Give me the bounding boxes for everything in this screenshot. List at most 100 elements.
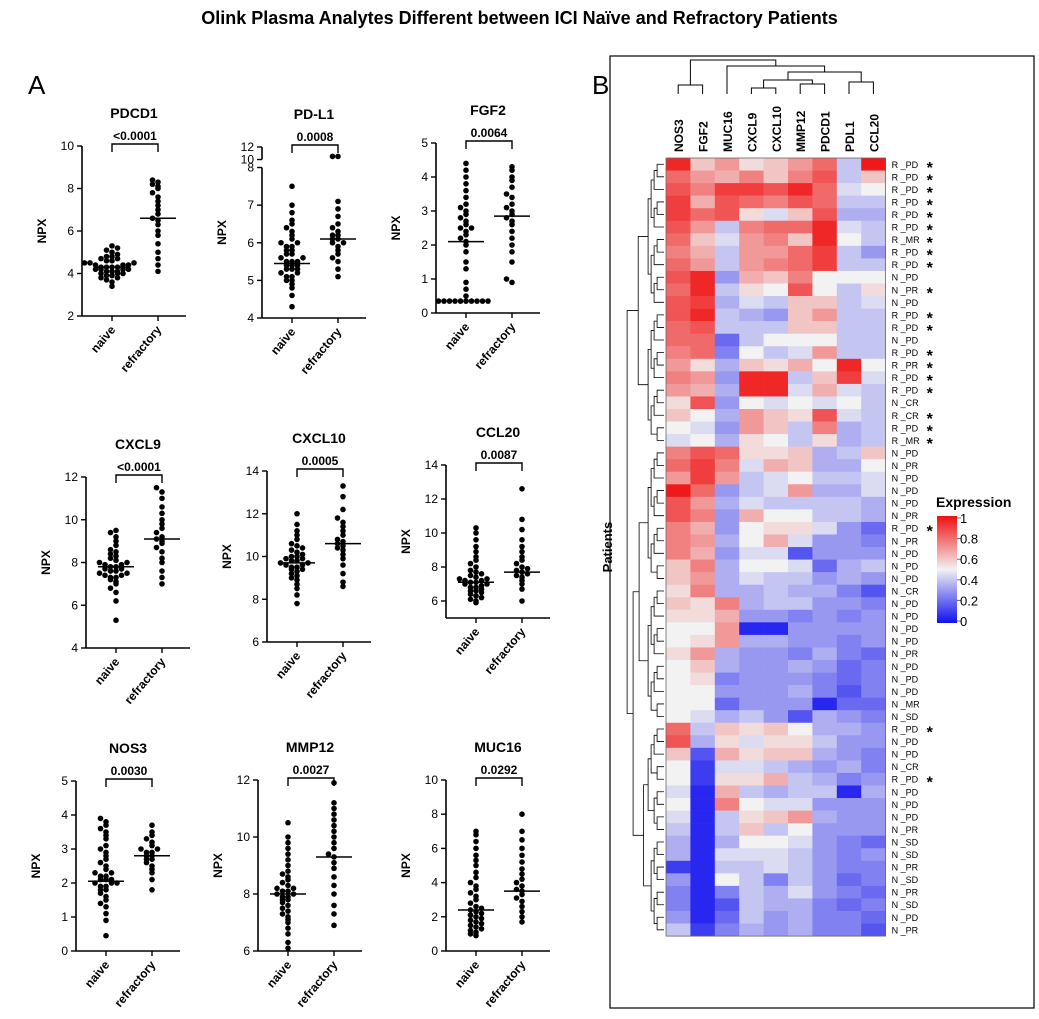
data-point bbox=[478, 594, 485, 601]
dendrogram-branch bbox=[650, 606, 655, 645]
data-point bbox=[159, 581, 165, 587]
heatmap-cell bbox=[812, 158, 838, 171]
heatmap-cell bbox=[836, 597, 862, 611]
heatmap-cell bbox=[739, 710, 764, 724]
row-label: N _SD bbox=[892, 850, 919, 860]
heatmap-cell bbox=[714, 446, 740, 460]
data-point bbox=[478, 915, 485, 922]
heatmap-cell bbox=[763, 521, 789, 535]
significance-bracket bbox=[111, 143, 159, 152]
row-label: R _PD bbox=[892, 524, 919, 534]
heatmap-cell bbox=[812, 798, 838, 811]
column-label: CXCL9 bbox=[745, 112, 759, 152]
heatmap-cell bbox=[836, 747, 862, 761]
heatmap-cell bbox=[861, 346, 886, 360]
data-point bbox=[294, 239, 301, 246]
dendrogram-branch bbox=[689, 59, 777, 85]
heatmap-cell bbox=[714, 346, 740, 360]
heatmap-cell bbox=[836, 860, 862, 874]
data-point bbox=[467, 879, 474, 886]
heatmap-cell bbox=[690, 772, 716, 786]
data-point bbox=[334, 545, 341, 551]
heatmap-cell bbox=[666, 233, 691, 247]
data-point bbox=[519, 548, 525, 555]
row-star: * bbox=[927, 248, 934, 265]
heatmap-cell bbox=[836, 409, 862, 422]
heatmap-cell bbox=[788, 747, 813, 761]
heatmap-cell bbox=[666, 283, 691, 297]
heatmap-cell bbox=[861, 848, 886, 862]
heatmap-cell bbox=[739, 496, 764, 510]
p-value-label: 0.0087 bbox=[481, 448, 518, 462]
heatmap-cell bbox=[861, 371, 886, 385]
data-point bbox=[331, 834, 337, 840]
heatmap-cell bbox=[861, 496, 886, 510]
data-point bbox=[335, 258, 341, 265]
heatmap-cell bbox=[763, 835, 789, 849]
heatmap-cell bbox=[739, 584, 764, 598]
data-point bbox=[159, 525, 165, 532]
dendrogram-branch bbox=[656, 866, 664, 881]
row-star: * bbox=[927, 348, 934, 365]
heatmap-cell bbox=[788, 584, 813, 598]
heatmap-cell bbox=[788, 685, 813, 698]
heatmap-cell bbox=[763, 208, 789, 222]
heatmap-cell bbox=[788, 308, 813, 322]
row-label: N _PR bbox=[892, 285, 919, 295]
heatmap-cell bbox=[788, 572, 813, 585]
row-label: N _PD bbox=[892, 637, 919, 647]
dendrogram-branch bbox=[656, 841, 664, 855]
row-star: * bbox=[927, 411, 934, 428]
heatmap-cell bbox=[763, 383, 789, 397]
heatmap-cell bbox=[666, 333, 691, 347]
data-point bbox=[97, 815, 104, 822]
row-label: N _PR bbox=[892, 825, 919, 835]
dendrogram-branch bbox=[643, 784, 652, 887]
heatmap-cell bbox=[690, 835, 716, 849]
heatmap-cell bbox=[666, 471, 691, 485]
heatmap-cell bbox=[812, 434, 838, 447]
heatmap-cell bbox=[666, 835, 691, 849]
heatmap-cell bbox=[690, 572, 716, 585]
dendrogram-branch bbox=[632, 591, 644, 836]
data-point bbox=[155, 221, 161, 228]
heatmap-cell bbox=[861, 358, 886, 372]
y-tick-label: 8 bbox=[243, 887, 250, 901]
heatmap-cell bbox=[714, 409, 740, 422]
y-tick-label: 12 bbox=[246, 507, 260, 521]
heatmap-cell bbox=[788, 722, 813, 736]
data-point bbox=[159, 555, 165, 562]
heatmap-cell bbox=[812, 911, 838, 924]
heatmap-cell bbox=[739, 835, 764, 849]
heatmap-cell bbox=[861, 446, 886, 460]
heatmap-cell bbox=[836, 496, 862, 510]
heatmap-cell bbox=[836, 321, 862, 334]
heatmap-cell bbox=[714, 521, 740, 535]
row-label: N _PD bbox=[892, 335, 919, 345]
data-point bbox=[463, 218, 469, 224]
data-point bbox=[288, 575, 295, 581]
heatmap-cell bbox=[812, 396, 838, 410]
heatmap-cell bbox=[861, 396, 886, 410]
data-point bbox=[331, 902, 337, 909]
data-point bbox=[279, 871, 286, 877]
row-label: R _PD bbox=[892, 185, 919, 195]
heatmap-cell bbox=[861, 220, 886, 234]
data-point bbox=[473, 838, 479, 845]
heatmap-cell bbox=[861, 572, 886, 585]
dendrogram-branch bbox=[653, 458, 664, 479]
dendrogram-branch bbox=[626, 310, 639, 714]
row-label: N _PR bbox=[892, 925, 919, 935]
heatmap-cell bbox=[861, 471, 886, 485]
heatmap-cell bbox=[812, 446, 838, 460]
heatmap-cell bbox=[812, 534, 838, 548]
heatmap-cell bbox=[861, 860, 886, 874]
heatmap-cell bbox=[763, 760, 789, 774]
heatmap-cell bbox=[836, 459, 862, 473]
data-point bbox=[473, 828, 479, 835]
data-point bbox=[479, 298, 486, 304]
heatmap-cell bbox=[714, 911, 740, 924]
data-point bbox=[300, 255, 306, 261]
data-point bbox=[299, 566, 306, 573]
heatmap-cell bbox=[739, 911, 764, 924]
